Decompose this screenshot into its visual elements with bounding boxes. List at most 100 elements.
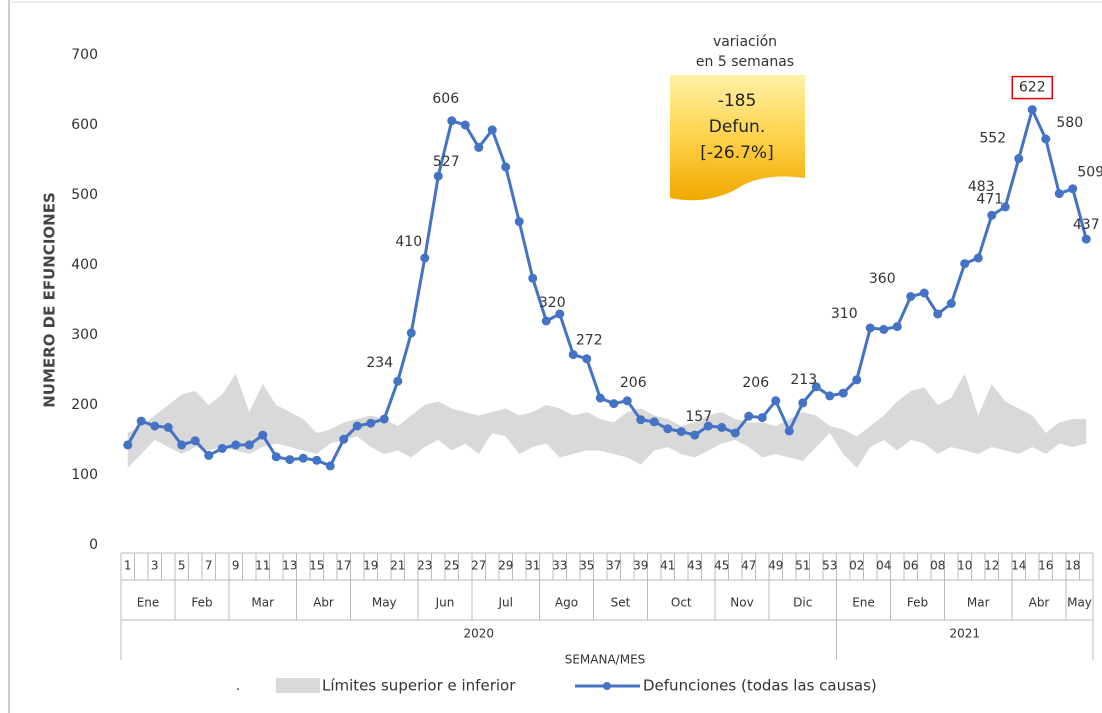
month-label: Ago xyxy=(555,596,578,610)
point xyxy=(501,162,511,172)
point xyxy=(933,309,943,319)
point xyxy=(298,453,308,463)
month-label: Mar xyxy=(967,596,990,610)
point xyxy=(217,443,227,453)
point xyxy=(487,125,497,135)
point xyxy=(177,440,187,450)
data-label: 622 xyxy=(1019,80,1046,96)
y-tick-label: 200 xyxy=(71,397,98,413)
data-label: 580 xyxy=(1056,115,1083,131)
point xyxy=(1000,202,1010,212)
point xyxy=(973,253,983,263)
month-label: Oct xyxy=(671,596,692,610)
x-tick-label: 06 xyxy=(903,559,918,573)
month-label: Jun xyxy=(435,596,455,610)
month-label: Nov xyxy=(730,596,753,610)
point xyxy=(555,309,565,319)
x-tick-label: 25 xyxy=(444,559,459,573)
point xyxy=(730,428,740,438)
x-tick-label: 15 xyxy=(309,559,324,573)
point xyxy=(231,440,241,450)
point xyxy=(339,434,349,444)
point xyxy=(1014,154,1024,164)
point xyxy=(703,421,713,431)
point xyxy=(1081,234,1091,244)
month-label: Feb xyxy=(191,596,212,610)
x-tick-label: 12 xyxy=(984,559,999,573)
point xyxy=(204,450,214,460)
point xyxy=(595,393,605,403)
point xyxy=(514,217,524,227)
x-tick-label: 53 xyxy=(822,559,837,573)
point xyxy=(676,427,686,437)
data-label: 360 xyxy=(869,271,896,287)
point xyxy=(1027,105,1037,115)
x-tick-label: 11 xyxy=(255,559,270,573)
data-label: 471 xyxy=(976,191,1003,207)
x-tick-label: 35 xyxy=(579,559,594,573)
legend-label: Límites superior e inferior xyxy=(322,677,516,695)
data-label: 437 xyxy=(1073,217,1100,233)
month-label: May xyxy=(372,596,397,610)
point xyxy=(906,292,916,301)
data-label: 234 xyxy=(366,355,393,371)
x-tick-label: 43 xyxy=(687,559,702,573)
y-tick-label: 0 xyxy=(89,537,98,553)
x-tick-label: 13 xyxy=(282,559,297,573)
x-tick-label: 5 xyxy=(178,559,186,573)
legend-label: Defunciones (todas las causas) xyxy=(643,677,877,695)
x-tick-label: 7 xyxy=(205,559,213,573)
month-label: Set xyxy=(611,596,631,610)
x-tick-label: 33 xyxy=(552,559,567,573)
y-tick-label: 500 xyxy=(71,187,98,203)
point xyxy=(649,417,659,427)
point xyxy=(541,316,551,326)
point xyxy=(663,424,673,434)
point xyxy=(123,440,133,450)
data-label: 509 xyxy=(1077,165,1102,181)
x-tick-label: 27 xyxy=(471,559,486,573)
data-label: 483 xyxy=(968,179,995,195)
year-label: 2021 xyxy=(949,627,980,641)
month-label: Jul xyxy=(498,596,513,610)
point xyxy=(609,399,619,409)
annotation-box xyxy=(670,75,805,201)
y-tick-label: 600 xyxy=(71,117,98,133)
point xyxy=(433,171,443,181)
data-label: 410 xyxy=(395,234,422,250)
highlight-box xyxy=(1011,75,1053,100)
x-tick-label: 45 xyxy=(714,559,729,573)
month-label: Feb xyxy=(907,596,928,610)
data-label: 206 xyxy=(620,375,647,391)
x-tick-label: 39 xyxy=(633,559,648,573)
data-label: 527 xyxy=(433,154,460,170)
x-tick-label: 08 xyxy=(930,559,945,573)
point xyxy=(757,413,767,423)
point xyxy=(771,396,781,406)
point xyxy=(622,396,632,406)
point xyxy=(717,422,727,432)
point xyxy=(879,324,889,334)
x-tick-label: 3 xyxy=(151,559,159,573)
x-axis-label: SEMANA/MES xyxy=(565,653,646,667)
data-label: 310 xyxy=(831,306,858,322)
month-label: Ene xyxy=(137,596,160,610)
annotation-title: en 5 semanas xyxy=(696,54,794,70)
point xyxy=(784,426,794,436)
point xyxy=(987,210,997,220)
point xyxy=(811,382,821,392)
point xyxy=(190,436,200,446)
point xyxy=(460,120,470,130)
data-label: 272 xyxy=(576,333,603,349)
point xyxy=(352,421,362,431)
point xyxy=(312,455,322,465)
x-tick-label: 17 xyxy=(336,559,351,573)
point xyxy=(744,411,754,421)
x-tick-label: 37 xyxy=(606,559,621,573)
x-axis xyxy=(120,552,1094,660)
band-area xyxy=(127,373,1087,468)
annotation-title: variación xyxy=(713,34,777,50)
point xyxy=(946,299,956,308)
y-axis-label: NUMERO DE EFUNCIONES xyxy=(41,192,59,408)
